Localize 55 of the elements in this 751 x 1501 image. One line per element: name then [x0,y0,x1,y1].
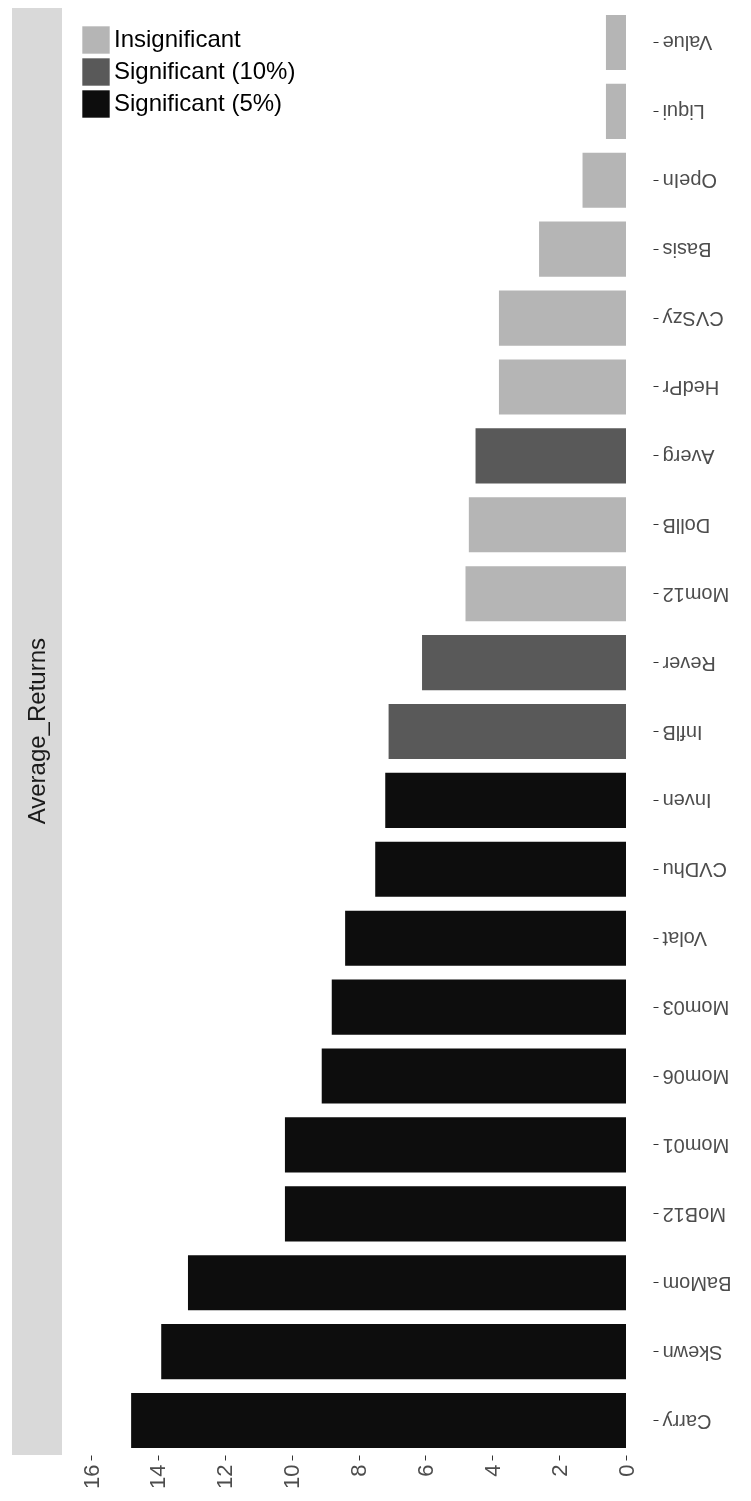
bar [131,1392,626,1449]
bar [161,1324,626,1380]
bar [284,1186,626,1242]
y-tick-label: Mom12 [662,583,730,606]
y-tick-label: BaMom [662,1272,732,1295]
y-tick-label: Mom03 [662,997,730,1020]
x-tick-label: 2 [546,1464,572,1477]
bar [321,1048,626,1104]
y-tick-label: Inven [662,790,712,813]
y-tick-label: Averg [662,445,715,468]
y-tick-label: InflB [662,721,703,744]
y-tick-label: Rever [662,652,716,675]
y-tick-label: Mom06 [662,1066,730,1089]
text: Average_Returns [23,638,51,825]
y-tick-label: MoB12 [662,1203,726,1226]
bar [498,359,626,415]
bar [422,635,626,691]
bar [468,497,626,553]
y-tick-label: Liqui [662,101,705,124]
bar [475,428,626,484]
y-tick-label: Basis [662,239,712,262]
bar [388,703,626,760]
bar [465,566,626,622]
bar [605,14,626,71]
legend-label: Significant (10%) [114,57,296,84]
y-tick-label: Skewn [662,1341,723,1364]
bar [582,152,626,208]
bar [345,910,626,966]
y-tick-label: CVSzy [662,308,724,331]
bar [187,1255,626,1311]
y-tick-label: Mom01 [662,1134,730,1157]
bar [498,290,626,346]
bar [605,83,626,139]
x-tick-label: 6 [412,1464,438,1477]
y-tick-label: Carry [662,1410,712,1433]
legend-label: Insignificant [114,25,242,52]
bar [539,221,626,277]
y-tick-label: DollB [662,514,711,537]
bar [375,841,626,897]
legend-label: Significant (5%) [114,89,283,116]
x-tick-label: 0 [613,1464,639,1477]
x-tick-label: 12 [212,1464,238,1489]
x-tick-label: 4 [479,1464,505,1477]
bar [284,1117,626,1173]
bar [385,772,626,828]
x-tick-label: 16 [78,1464,104,1489]
y-tick-label: HedPr [662,376,720,399]
y-tick-label: CVDhu [662,859,727,882]
x-tick-label: 10 [279,1464,305,1489]
x-tick-label: 14 [145,1464,171,1489]
bar [331,979,626,1035]
y-tick-label: Volat [662,928,707,951]
y-tick-label: OpeIn [662,170,717,193]
y-tick-label: Value [662,32,713,55]
x-tick-label: 8 [346,1464,371,1477]
